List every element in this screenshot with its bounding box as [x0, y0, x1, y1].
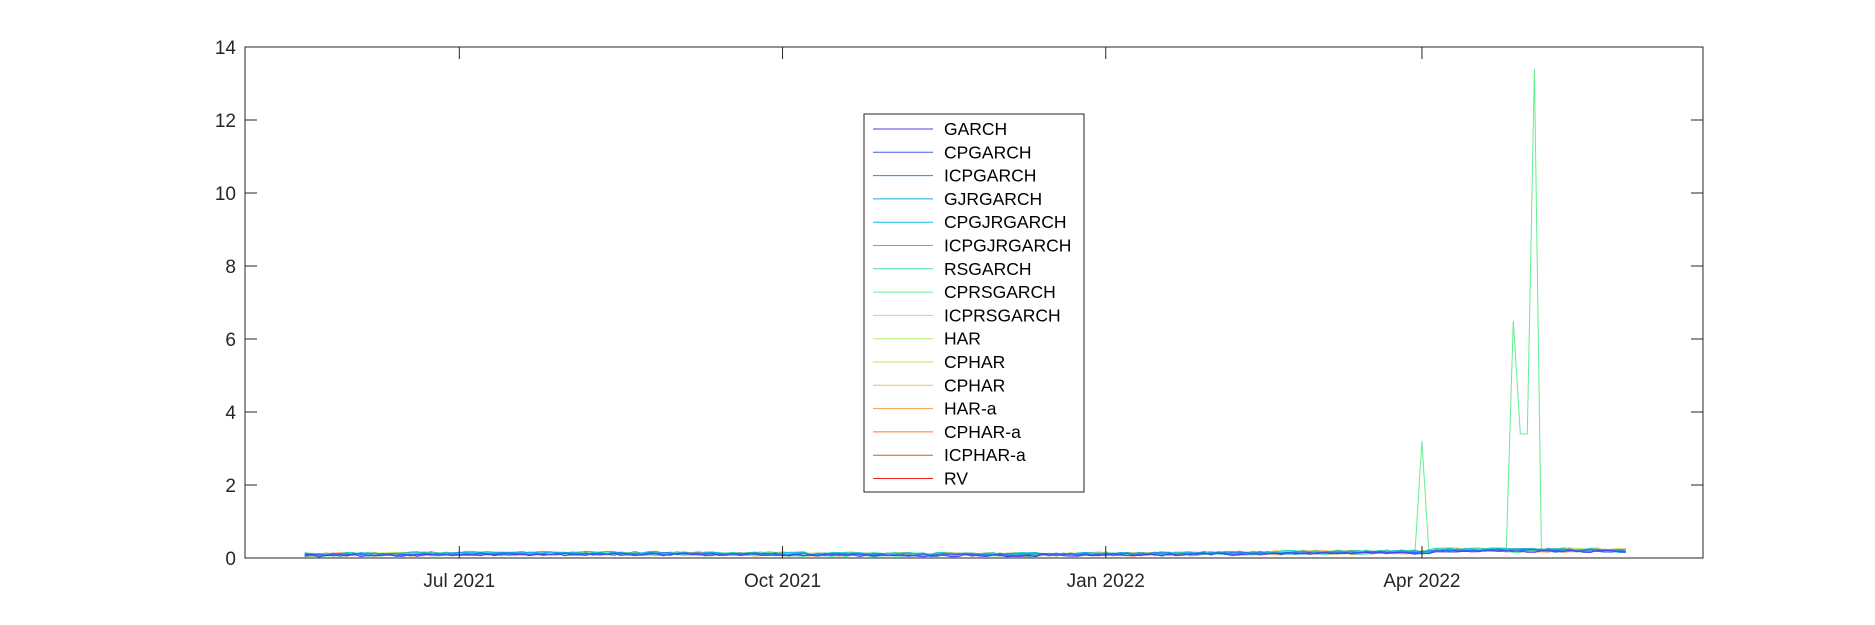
- axes-box: [244, 46, 1704, 559]
- series-line-garch: [304, 549, 1626, 558]
- series-lines: [304, 68, 1626, 558]
- y-tick-label: 8: [225, 257, 236, 278]
- legend-entry: CPHAR: [944, 352, 1005, 372]
- x-tick-label: Apr 2022: [1383, 571, 1460, 592]
- legend-entry: CPHAR-a: [944, 422, 1021, 442]
- y-tick-label: 4: [225, 403, 236, 424]
- x-tick-label: Oct 2021: [744, 571, 821, 592]
- legend-entry: ICPRSGARCH: [944, 305, 1061, 325]
- legend-entry: CPGJRGARCH: [944, 212, 1067, 232]
- x-tick-label: Jan 2022: [1067, 571, 1145, 592]
- y-tick-label: 0: [225, 549, 236, 570]
- legend-entry: GARCH: [944, 119, 1007, 139]
- x-tick-label: Jul 2021: [423, 571, 495, 592]
- legend-entry: ICPGJRGARCH: [944, 236, 1071, 256]
- y-tick-label: 10: [215, 184, 236, 205]
- y-tick-label: 2: [225, 476, 236, 497]
- legend-entry: HAR-a: [944, 399, 997, 419]
- legend-entry: HAR: [944, 329, 981, 349]
- legend-entry: RSGARCH: [944, 259, 1032, 279]
- legend-entry: GJRGARCH: [944, 189, 1042, 209]
- legend-entry: RV: [944, 469, 968, 489]
- axis-ticks: 0 2 4 6 8 10 12 14 Jul 2021 Oct 2021 Jan 2022 Apr 2…: [215, 38, 1703, 592]
- legend-box: [863, 113, 1085, 493]
- legend-entry: CPGARCH: [944, 142, 1032, 162]
- y-tick-label: 6: [225, 330, 236, 351]
- legend-entry: CPRSGARCH: [944, 282, 1056, 302]
- y-tick-label: 14: [215, 38, 237, 59]
- legend: GARCH CPGARCH ICPGARCH GJRGARCH CPGJRGARCH IC…: [863, 113, 1085, 493]
- legend-entry: CPHAR: [944, 375, 1005, 395]
- y-tick-label: 12: [215, 111, 236, 132]
- legend-entry: ICPHAR-a: [944, 445, 1026, 465]
- legend-entry: ICPGARCH: [944, 166, 1036, 186]
